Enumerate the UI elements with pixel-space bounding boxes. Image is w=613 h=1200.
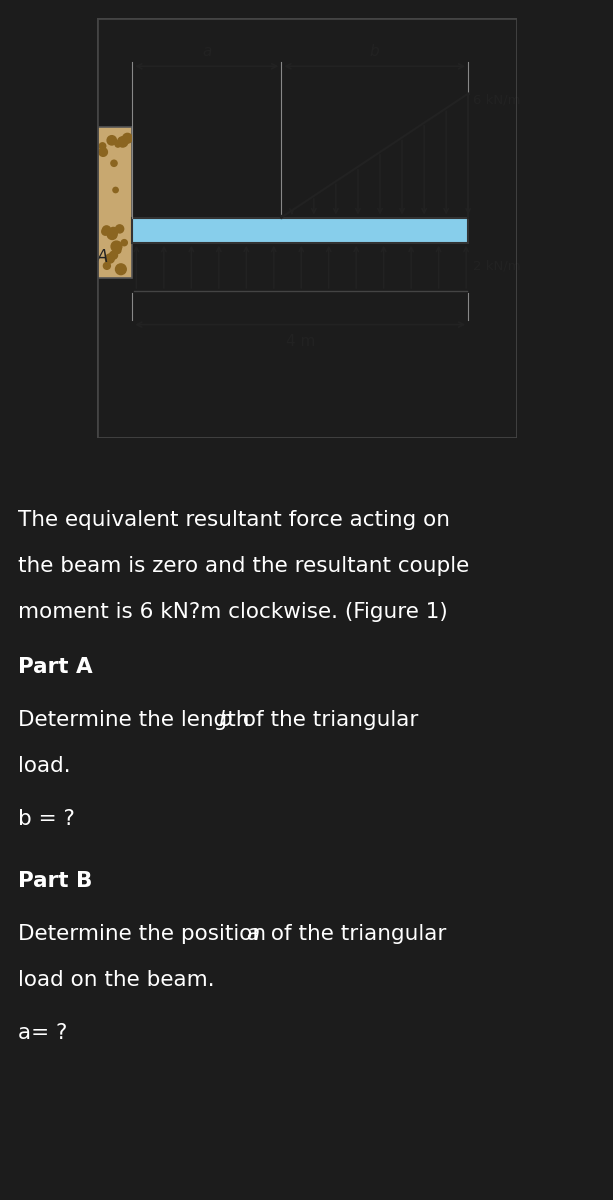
Text: b: b bbox=[218, 710, 232, 730]
Circle shape bbox=[115, 264, 126, 275]
Circle shape bbox=[121, 240, 128, 246]
Circle shape bbox=[115, 142, 121, 148]
Circle shape bbox=[104, 263, 110, 269]
Circle shape bbox=[107, 136, 116, 145]
Circle shape bbox=[116, 224, 124, 233]
Text: of the triangular: of the triangular bbox=[236, 710, 419, 730]
Circle shape bbox=[123, 133, 132, 143]
Circle shape bbox=[111, 160, 117, 167]
Circle shape bbox=[99, 148, 107, 156]
Text: moment is 6 kN?m clockwise. (Figure 1): moment is 6 kN?m clockwise. (Figure 1) bbox=[18, 602, 447, 622]
Text: 6 kN/m: 6 kN/m bbox=[473, 94, 520, 107]
Circle shape bbox=[105, 254, 115, 263]
Text: Determine the position: Determine the position bbox=[18, 924, 273, 944]
Circle shape bbox=[118, 137, 128, 148]
Circle shape bbox=[102, 226, 110, 234]
Circle shape bbox=[115, 247, 121, 253]
Text: a: a bbox=[246, 924, 259, 944]
Text: b: b bbox=[370, 43, 379, 59]
Circle shape bbox=[115, 246, 121, 251]
Circle shape bbox=[109, 228, 118, 236]
Circle shape bbox=[99, 143, 106, 149]
Text: a= ?: a= ? bbox=[18, 1022, 67, 1043]
Text: 2 kN/m: 2 kN/m bbox=[473, 259, 521, 272]
Text: Part B: Part B bbox=[18, 871, 93, 892]
Circle shape bbox=[107, 229, 117, 240]
Circle shape bbox=[113, 187, 118, 193]
Circle shape bbox=[111, 241, 122, 252]
Text: the beam is zero and the resultant couple: the beam is zero and the resultant coupl… bbox=[18, 556, 469, 576]
Circle shape bbox=[110, 251, 118, 259]
Text: load.: load. bbox=[18, 756, 70, 776]
Text: 4 m: 4 m bbox=[286, 334, 315, 349]
Circle shape bbox=[107, 229, 115, 238]
Text: load on the beam.: load on the beam. bbox=[18, 970, 215, 990]
Text: Part A: Part A bbox=[18, 658, 93, 677]
Text: of the triangular: of the triangular bbox=[264, 924, 446, 944]
Text: b = ?: b = ? bbox=[18, 809, 75, 829]
Bar bbox=[96, 127, 132, 278]
Circle shape bbox=[102, 228, 109, 235]
Text: a: a bbox=[202, 43, 211, 59]
Text: The equivalent resultant force acting on: The equivalent resultant force acting on bbox=[18, 510, 450, 530]
Text: A: A bbox=[97, 248, 109, 266]
Bar bbox=[132, 217, 468, 242]
Text: Determine the length: Determine the length bbox=[18, 710, 256, 730]
